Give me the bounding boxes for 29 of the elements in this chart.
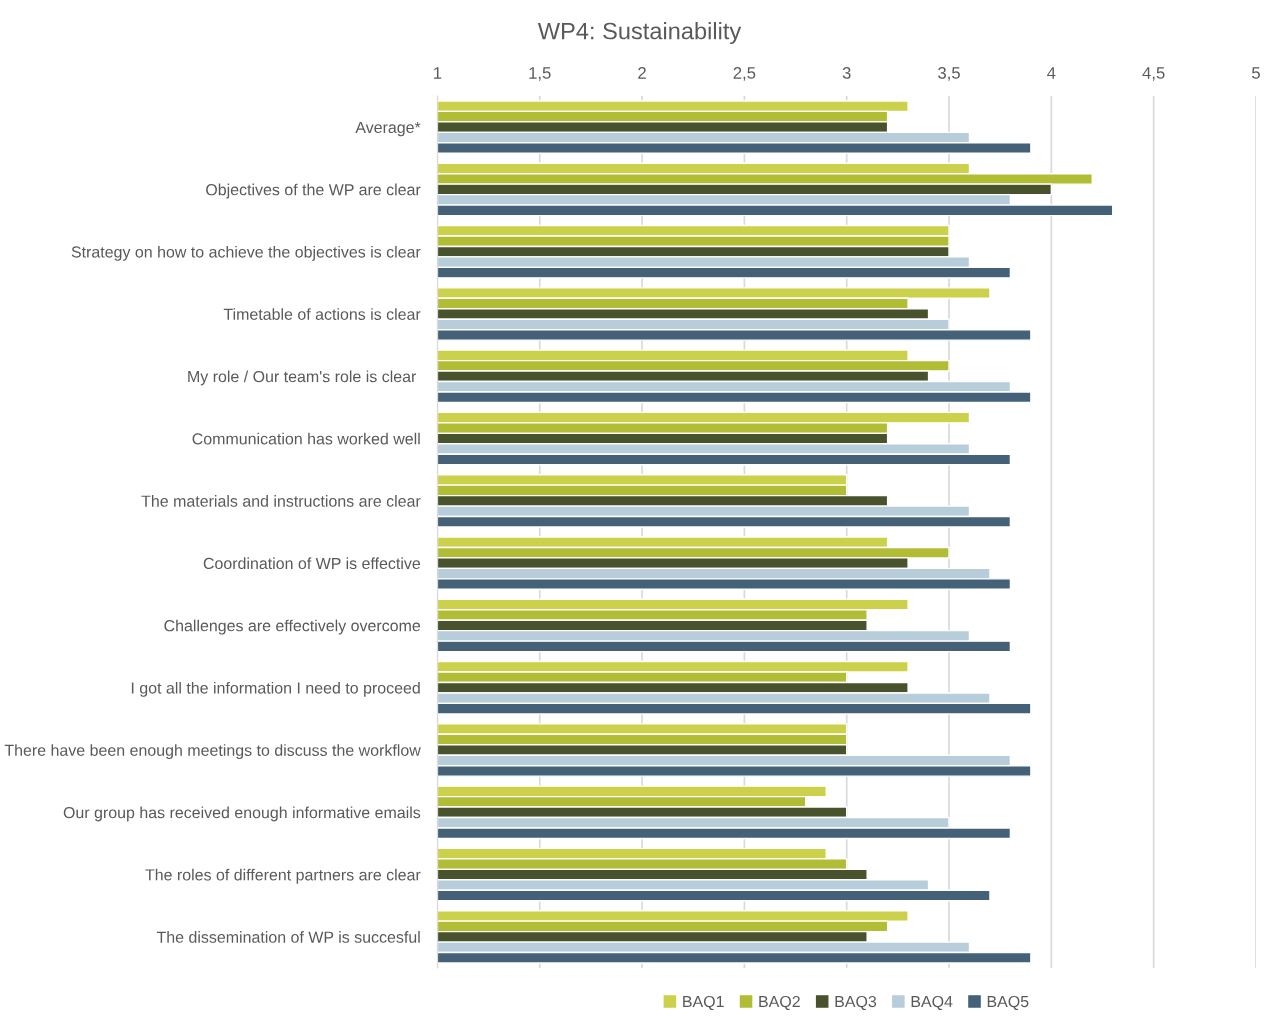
y-tick-label: There have been enough meetings to discuss the workflow xyxy=(4,744,421,760)
x-tick-label: 4,5 xyxy=(1142,67,1165,81)
y-tick-label: Strategy on how to achieve the objectives is clear xyxy=(71,245,421,261)
y-tick-label: Average* xyxy=(355,121,421,137)
y-tick-label: My role / Our team's role is clear xyxy=(188,370,417,386)
x-tick-label: 2 xyxy=(638,66,646,79)
y-tick-label: Timetable of actions is clear xyxy=(223,308,421,320)
y-tick-label: The materials and instructions are clear xyxy=(141,495,421,507)
y-tick-label: The dissemination of WP is succesful xyxy=(156,931,420,943)
x-tick-label: 2,5 xyxy=(733,66,756,81)
x-tick-label: 3 xyxy=(842,66,851,79)
y-tick-label: The roles of different partners are clear xyxy=(145,868,421,884)
y-tick-label: Challenges are effectively overcome xyxy=(164,619,421,635)
legend-label: BAQ1 xyxy=(683,995,724,1011)
y-tick-label: Our group has received enough informative emails xyxy=(63,806,421,822)
x-tick-label: 1,5 xyxy=(529,67,551,81)
y-tick-label: Objectives of the WP are clear xyxy=(206,183,421,199)
x-tick-label: 1 xyxy=(434,67,442,79)
legend-label: BAQ2 xyxy=(759,995,800,1011)
y-tick-label: Coordination of WP is effective xyxy=(203,557,421,570)
y-tick-label: I got all the information I need to proceed xyxy=(131,681,420,697)
chart-title: WP4: Sustainability xyxy=(537,22,742,45)
x-tick-label: 5 xyxy=(1252,67,1260,79)
y-tick-label: Communication has worked well xyxy=(192,432,420,445)
legend-label: BAQ5 xyxy=(987,995,1029,1011)
legend-label: BAQ4 xyxy=(911,995,953,1011)
x-tick-label: 4 xyxy=(1047,67,1056,79)
x-tick-label: 3,5 xyxy=(938,66,960,81)
legend-label: BAQ3 xyxy=(835,995,877,1011)
